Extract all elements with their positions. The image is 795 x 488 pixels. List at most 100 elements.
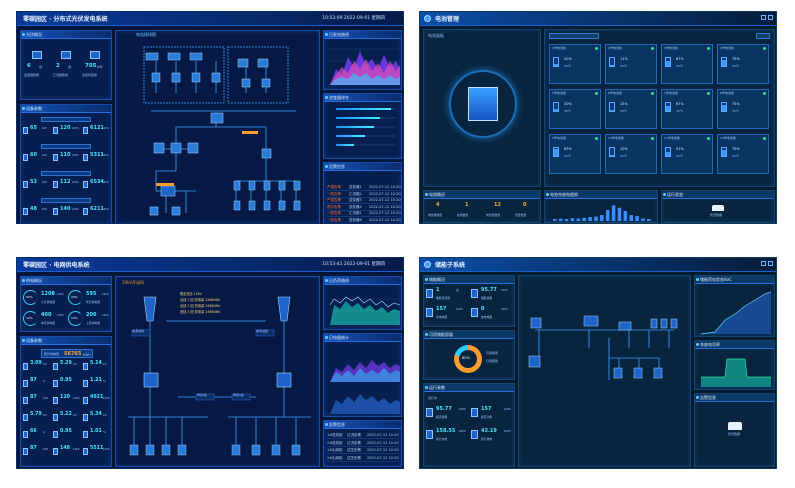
maximize-icon[interactable] xyxy=(761,261,766,266)
alarm-row[interactable]: 1#进线柜 过流告警 2022-07-12 10:20 xyxy=(327,433,399,439)
run-param-panel: 运行参数 运行中 95.77 kWh 额定容量 157 kWh 额定功率 158.55 kWh… xyxy=(423,383,515,467)
battery-ring xyxy=(449,70,517,138)
battery-cluster-card[interactable]: 7号电池簇 67% 35℃ xyxy=(661,89,713,129)
battery-cluster-card[interactable]: 12号电池簇 75% 35℃ xyxy=(717,134,769,174)
alarm-row[interactable]: 2#进线柜 过流告警 2022-07-12 10:20 xyxy=(327,440,399,447)
battery-cluster-card[interactable]: 1号电池簇 20% 35℃ xyxy=(549,44,601,84)
battery-cluster-card[interactable]: 5号电池簇 20% 35℃ xyxy=(549,89,601,129)
rank-bar-track xyxy=(336,108,396,110)
trend-bar xyxy=(617,207,622,221)
grid-param: 3.09 kV xyxy=(23,361,51,375)
bullet-icon xyxy=(22,107,25,110)
param-icon xyxy=(471,430,478,439)
battery-cluster-card[interactable]: 3号电池簇 67% 35℃ xyxy=(661,44,713,84)
bullet-icon xyxy=(325,33,328,36)
battery-cluster-card[interactable]: 10号电池簇 10% 35℃ xyxy=(605,134,657,174)
grid-param: 5.22 kV xyxy=(53,412,81,426)
stat-label: 总装机容量 xyxy=(82,73,98,77)
battery-cluster-card[interactable]: 4号电池簇 75% 35℃ xyxy=(717,44,769,84)
device-param: 5311 kWh xyxy=(83,152,111,166)
alarm-row[interactable]: 一般告警 汇流箱2 2022-07-12 10:20 xyxy=(327,191,401,198)
alarm-row[interactable]: 一般告警 汇流箱1 2022-07-12 10:20 xyxy=(327,211,401,217)
stat-label: 逆变器数量 xyxy=(24,73,40,77)
grid-topology-diagram xyxy=(128,296,311,456)
grid-alarm-panel: 告警信息 1#进线柜 过流告警 2022-07-12 10:20 2#进线柜 过流告警 2… xyxy=(323,420,402,467)
alarm-row[interactable]: 严重告警 逆变器3 2022-07-12 10:20 xyxy=(327,198,401,204)
storage-stat: 157 kWh 充电电量 xyxy=(426,306,470,324)
trend-bar xyxy=(582,217,586,221)
rank-bar xyxy=(336,126,374,128)
load-curve-panel: 日负荷曲线 xyxy=(323,276,402,330)
alarm-row[interactable]: 提示告警 逆变器4 2022-07-12 10:20 xyxy=(327,204,401,211)
param-icon xyxy=(53,208,58,215)
trend-bar xyxy=(635,216,639,221)
stat-icon xyxy=(90,51,100,59)
header-bar: 零碳园区 · 分布式光伏发电系统 10:53:09 2022-09-01 星期四 xyxy=(17,12,403,26)
status-dot-icon xyxy=(763,92,766,95)
grid-param: 0.95 xyxy=(53,429,81,443)
param-icon xyxy=(23,363,28,370)
rank-bar-track xyxy=(336,117,396,119)
status-dot-icon xyxy=(707,137,710,140)
param-icon xyxy=(53,154,58,161)
storage-stat: 1 台储能变流器 xyxy=(426,287,470,305)
rank-bar xyxy=(336,144,354,146)
area-chart xyxy=(701,358,771,387)
grid-param: 87 kW xyxy=(23,446,51,460)
battery-icon xyxy=(665,57,671,67)
trend-bar xyxy=(605,210,610,221)
close-icon[interactable] xyxy=(768,15,773,20)
battery-stat: 1 在线数量 xyxy=(457,202,469,217)
grid-param: 1.21% xyxy=(83,378,111,392)
grid-param: 5.29 kV xyxy=(53,361,81,375)
status-dot-icon xyxy=(651,137,654,140)
alarm-row[interactable]: 一般告警 逆变器6 2022-07-12 10:20 xyxy=(327,217,401,223)
storage-stat: 0 kWh 放电电量 xyxy=(471,306,515,324)
battery-cluster-card[interactable]: 11号电池簇 51% 35℃ xyxy=(661,134,713,174)
battery-visual-panel: 电池面板 xyxy=(423,29,541,187)
page-title: 储能子系统 xyxy=(435,262,466,269)
param-icon xyxy=(83,154,88,161)
bullet-icon xyxy=(325,165,328,168)
capacity-panel: 可用储能容量 80% 可用容量 已用容量 xyxy=(423,330,515,380)
header-bar: 储能子系统 xyxy=(420,258,776,272)
trend-bar xyxy=(588,217,592,221)
grid-param: 87 A xyxy=(23,378,51,392)
close-icon[interactable] xyxy=(768,261,773,266)
tile-storage: 储能子系统 储能概况 1 台储能变流器 95.77 kWh 储能容量 157 kWh 充电电量… xyxy=(419,257,777,469)
param-icon xyxy=(23,127,28,134)
battery-cluster-card[interactable]: 9号电池簇 83% 35℃ xyxy=(549,134,601,174)
stat-label: 汇流箱数量 xyxy=(53,73,69,77)
ring-gauge xyxy=(23,290,38,305)
battery-cluster-card[interactable]: 8号电池簇 75% 35℃ xyxy=(717,89,769,129)
param-panel: 设备参数 累计供电量 56765 kWh 3.09 kV 5.29 kV 5.14 kV 8… xyxy=(20,336,112,467)
bullet-icon xyxy=(325,96,328,99)
supply-ring-stat: 20% 595 kWh 昨日供电量 xyxy=(68,289,112,309)
rank-bar xyxy=(336,135,365,137)
battery-icon xyxy=(609,102,615,112)
battery-stat: 4 电池簇数量 xyxy=(428,202,442,217)
alarm-row[interactable]: 2#出线柜 过压告警 2022-07-12 10:20 xyxy=(327,455,399,462)
alarm-panel: 告警信息 严重告警 逆变器1 2022-07-12 10:20 一般告警 汇流箱2 202… xyxy=(323,162,402,223)
device-param: 6534 kWh xyxy=(83,179,111,193)
rank-bar xyxy=(336,108,392,110)
trend-bar xyxy=(553,219,557,221)
status-dot-icon xyxy=(763,47,766,50)
device-param: 53 kW xyxy=(23,179,51,193)
tile-battery: 电池管理 电池面板 1号电池簇 20% 35℃ 2号电池簇 11% 35℃ 3号电池簇 67%… xyxy=(419,11,777,224)
maximize-icon[interactable] xyxy=(761,15,766,20)
overview-stat: 2 台汇流箱数量 xyxy=(53,51,79,83)
alarm-row[interactable]: 严重告警 逆变器1 2022-07-12 10:20 xyxy=(327,185,401,191)
param-icon xyxy=(83,397,88,404)
alarm-row[interactable]: 1#出线柜 过压告警 2022-07-12 10:20 xyxy=(327,448,399,454)
bullet-icon xyxy=(22,33,25,36)
rank-bar-track xyxy=(336,144,396,146)
storage-stat: 95.77 kWh 储能容量 xyxy=(471,287,515,305)
device-param: 120 kWh xyxy=(53,125,81,139)
battery-cluster-card[interactable]: 2号电池簇 11% 35℃ xyxy=(605,44,657,84)
storage-param: 95.77 kWh 额定容量 xyxy=(426,406,470,426)
battery-cluster-card[interactable]: 6号电池簇 15% 35℃ xyxy=(605,89,657,129)
param-icon xyxy=(83,181,88,188)
rank-bar xyxy=(336,117,381,119)
gen-curve-panel: 日发电曲线 xyxy=(323,30,402,90)
